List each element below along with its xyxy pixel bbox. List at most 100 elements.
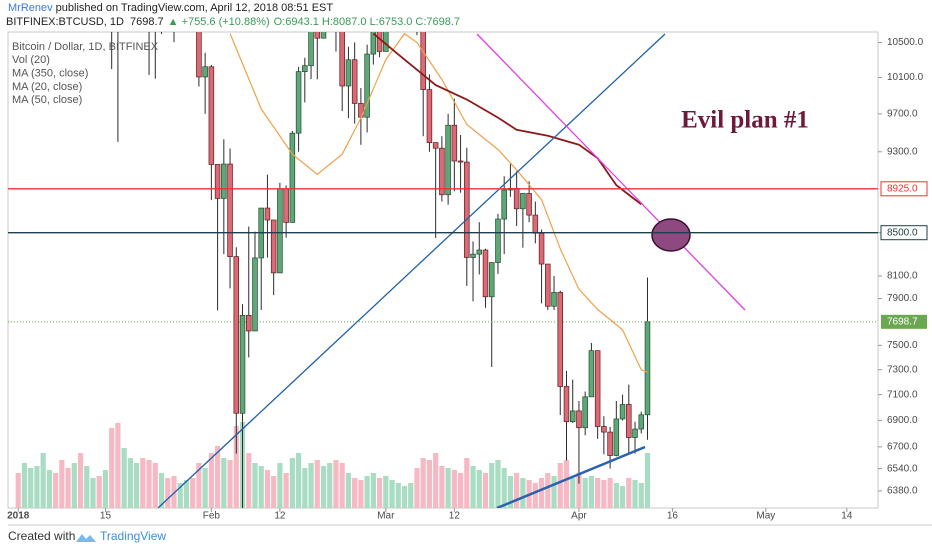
candle-body: [470, 253, 476, 258]
ohlc-high: H:8087.0: [322, 16, 367, 28]
candle-body: [464, 161, 470, 258]
volume-bar: [632, 480, 638, 508]
author[interactable]: MrRenev: [8, 2, 53, 14]
candle-body: [221, 163, 227, 199]
volume-bar: [489, 463, 495, 508]
volume-bar: [451, 470, 457, 508]
volume-bar: [264, 470, 271, 508]
volume-bar: [283, 473, 289, 508]
volume-bar: [563, 460, 570, 508]
volume-bar: [252, 463, 258, 508]
volume-bar: [613, 483, 619, 508]
x-tick-label: 12: [274, 511, 286, 522]
volume-bar: [538, 478, 545, 508]
footer-created: Created with: [8, 529, 75, 543]
volume-bar: [520, 478, 526, 508]
volume-bar: [626, 478, 632, 508]
candle-body: [594, 350, 601, 427]
volume-bar: [551, 476, 557, 508]
volume-bar: [314, 460, 320, 508]
candle-body: [551, 292, 557, 307]
volume-bar: [134, 463, 140, 508]
volume-bar: [414, 468, 420, 508]
volume-bar: [295, 453, 302, 508]
candle-body: [557, 292, 564, 387]
candle-body: [619, 404, 626, 420]
x-tick-label: Apr: [571, 511, 587, 522]
y-tick-label: 7300.0: [887, 364, 918, 375]
volume-bar: [96, 476, 102, 508]
candle-body: [202, 66, 208, 78]
ohlc-close: C:7698.7: [415, 16, 460, 28]
volume-bar: [507, 476, 514, 508]
published: published on TradingView.com, April 12, …: [53, 2, 334, 14]
volume-bar: [46, 470, 52, 508]
y-tick-label: 8100.0: [887, 271, 918, 282]
volume-bar: [470, 466, 476, 508]
footer-brand[interactable]: TradingView: [100, 529, 166, 543]
target-ellipse: [651, 218, 691, 252]
x-tick-label: 2018: [7, 511, 30, 522]
header-line: MrRenev published on TradingView.com, Ap…: [8, 2, 333, 14]
volume-bar: [358, 480, 364, 508]
candle-body: [283, 188, 289, 223]
y-tick-label: 6380.0: [887, 486, 918, 497]
volume-bar: [495, 460, 501, 508]
volume-bar: [90, 478, 96, 508]
volume-bar: [476, 470, 482, 508]
candle-body: [495, 218, 501, 263]
candle-body: [626, 404, 632, 438]
candle-body: [208, 66, 215, 165]
x-tick-label: Mar: [377, 511, 395, 522]
candle-body: [308, 32, 314, 67]
last-price-label: 7698.7: [887, 316, 918, 327]
volume-bar: [21, 463, 28, 508]
candle-body: [426, 89, 433, 143]
volume-bar: [426, 460, 433, 508]
candle-body: [302, 65, 308, 72]
level-label: 8925.0: [887, 183, 918, 194]
volume-bar: [570, 478, 576, 508]
legend-entry: Vol (20): [12, 54, 50, 66]
candle-body: [270, 219, 277, 274]
volume-bar: [109, 428, 115, 508]
candle-body: [488, 262, 495, 298]
volume-bar: [401, 486, 408, 508]
volume-bar: [258, 466, 264, 508]
candle-body: [320, 32, 327, 39]
y-tick-label: 7500.0: [887, 340, 918, 351]
volume-bar: [557, 463, 563, 508]
candle-body: [445, 124, 451, 196]
candle-body: [563, 386, 570, 423]
trend-line: [157, 33, 666, 508]
volume-bar: [383, 476, 389, 508]
volume-bar: [408, 483, 414, 508]
volume-bar: [146, 460, 152, 508]
volume-bar: [15, 473, 21, 508]
candle-body: [289, 132, 296, 223]
candle-body: [513, 188, 520, 210]
volume-bar: [352, 478, 358, 508]
volume-bar: [445, 468, 451, 508]
volume-bar: [53, 473, 59, 508]
candle-body: [345, 59, 352, 87]
footer-logo: [76, 534, 96, 542]
price: 7698.7: [130, 16, 164, 28]
candle-body: [364, 53, 370, 118]
candle-body: [638, 414, 645, 430]
volume-bar: [433, 453, 439, 508]
candle-body: [295, 71, 302, 134]
y-tick-label: 9700.0: [887, 108, 918, 119]
candle-body: [476, 249, 483, 255]
volume-bar: [277, 463, 283, 508]
volume-bar: [339, 463, 345, 508]
volume-bar: [65, 468, 71, 508]
volume-bar: [457, 473, 464, 508]
legend-entry: MA (20, close): [12, 81, 82, 93]
volume-bar: [638, 483, 644, 508]
y-tick-label: 6540.0: [887, 463, 918, 474]
candle-body: [439, 147, 445, 196]
x-tick-label: Feb: [203, 511, 221, 522]
